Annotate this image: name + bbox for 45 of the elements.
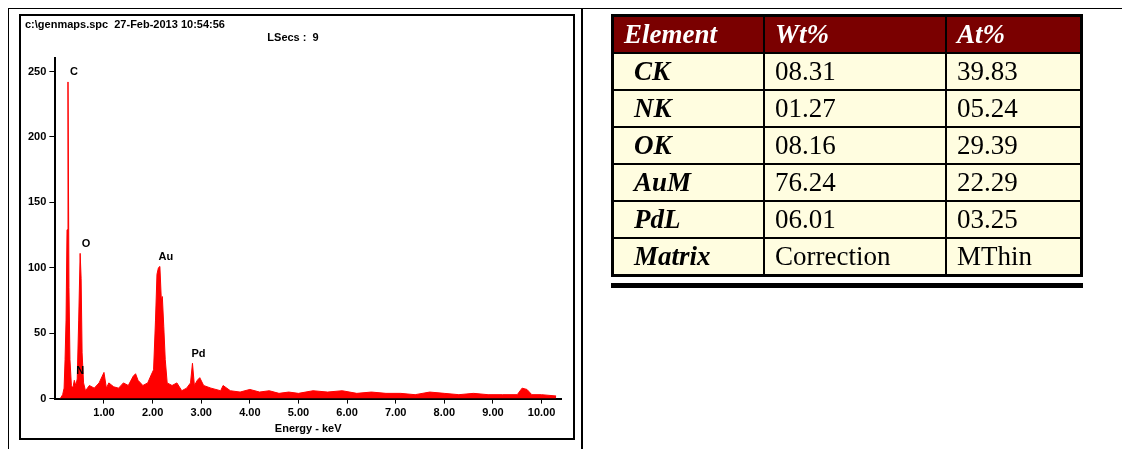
series-label: Wt% [764,15,947,53]
y-tick-label: 250 [27,64,47,77]
chart-title: c:\genmaps.spc 27-Feb-2013 10:54:56 [25,17,225,30]
annotation: N [76,363,85,376]
x-tick-label: 4.00 [239,406,261,419]
y-tick-label: 50 [34,326,47,339]
y-tick-label: 150 [27,195,47,208]
y-tick-label: 200 [27,129,47,142]
y-tick-label: 100 [27,260,47,273]
x-tick-label: 9.00 [482,406,504,419]
data-label: 22.29 [946,164,1082,201]
annotation: Pd [191,346,206,359]
x-tick-label: 8.00 [433,406,456,419]
data-label: 76.24 [764,164,947,201]
annotation: C [70,65,79,78]
data-label: 05.24 [946,90,1082,127]
data-label: 08.31 [764,53,947,90]
x-tick-label: 1.00 [93,406,115,419]
y-tick-label: 0 [40,391,47,404]
annotation: Au [158,249,174,262]
data-label: 08.16 [764,127,947,164]
x-tick-label: 2.00 [141,406,164,419]
x-tick-label: 6.00 [336,406,358,419]
data-label: 29.39 [946,127,1082,164]
x-tick-label: 7.00 [384,406,407,419]
data-label: 01.27 [764,90,947,127]
x-tick-label: 10.00 [527,406,556,419]
category-label: CK [612,53,765,90]
chart-subtitle: LSecs : 9 [267,30,319,43]
data-label: Correction [764,238,947,276]
annotation: O [81,236,91,249]
category-label: Matrix [612,238,765,276]
x-tick-label: 5.00 [287,406,310,419]
category-label: OK [612,127,765,164]
x-tick-label: 3.00 [190,406,212,419]
category-label: AuM [612,164,765,201]
data-label: 39.83 [946,53,1082,90]
category-label: NK [612,90,765,127]
text: Element [612,15,765,53]
x-axis-title: Energy - keV [274,422,343,435]
category-label: PdL [612,201,765,238]
data-label: 03.25 [946,201,1082,238]
data-label: MThin [946,238,1082,276]
series-label: At% [946,15,1082,53]
data-label: 06.01 [764,201,947,238]
